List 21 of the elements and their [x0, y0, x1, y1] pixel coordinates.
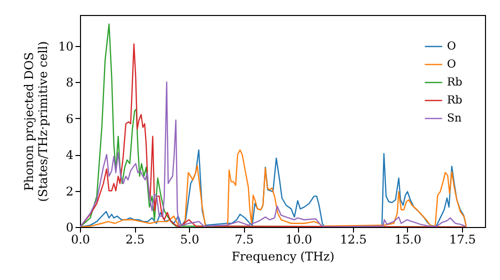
legend-label: O: [447, 40, 456, 52]
legend-label: Rb: [447, 94, 462, 106]
x-tick-label: 15.0: [394, 232, 422, 246]
legend-label: Sn: [447, 112, 462, 124]
x-tick-label: 7.5: [234, 232, 254, 246]
x-tick-label: 17.5: [449, 232, 476, 246]
x-tick-label: 10.0: [285, 232, 312, 246]
y-tick-label: 0: [66, 220, 74, 234]
x-tick-label: 5.0: [180, 232, 200, 246]
y-tick-label: 4: [66, 148, 74, 162]
x-tick-label: 0.0: [70, 232, 90, 246]
legend-label: O: [447, 58, 456, 70]
x-tick-label: 2.5: [126, 232, 145, 246]
y-tick-label: 8: [66, 76, 74, 90]
x-tick-label: 12.5: [340, 232, 367, 246]
legend-label: Rb: [447, 76, 462, 88]
x-axis-title: Frequency (THz): [232, 250, 334, 264]
y-tick-label: 10: [58, 39, 74, 54]
y-axis-title: Phonon projected DOS (States/THz·primitive cell): [22, 41, 50, 202]
y-tick-label: 6: [66, 112, 74, 126]
y-tick-label: 2: [66, 184, 74, 198]
